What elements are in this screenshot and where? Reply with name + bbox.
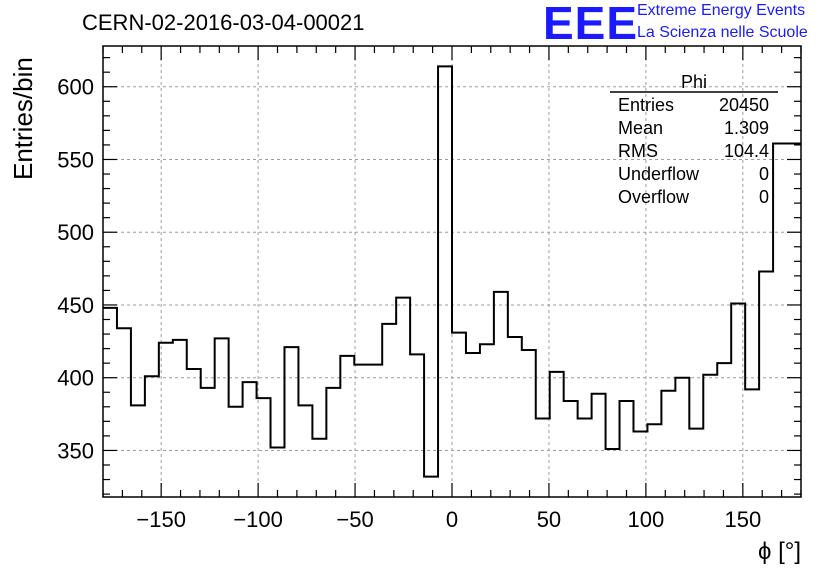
y-axis-label: Entries/bin — [8, 57, 38, 180]
logo-tagline-2: La Scienza nelle Scuole — [637, 24, 808, 41]
stats-value: 0 — [759, 164, 769, 184]
x-axis-label: ϕ [°] — [758, 538, 801, 565]
x-tick-label: 150 — [724, 507, 761, 532]
stats-name: Phi — [681, 72, 707, 92]
stats-value: 1.309 — [724, 118, 769, 138]
x-tick-label: −100 — [233, 507, 283, 532]
y-tick-label: 400 — [57, 366, 94, 391]
x-tick-label: 100 — [628, 507, 665, 532]
stats-box: Phi Entries 20450 Mean 1.309 RMS 104.4 U… — [610, 72, 778, 207]
y-tick-label: 550 — [57, 147, 94, 172]
stats-row-overflow: Overflow 0 — [618, 187, 769, 207]
x-tick-labels: −150 −100 −50 0 50 100 150 — [136, 507, 761, 532]
x-tick-label: 0 — [446, 507, 458, 532]
stats-value: 20450 — [719, 95, 769, 115]
stats-label: RMS — [618, 141, 658, 161]
stats-label: Underflow — [618, 164, 700, 184]
histogram-step-line — [103, 65, 801, 478]
x-tick-label: −150 — [136, 507, 186, 532]
axis-ticks — [102, 46, 802, 497]
y-tick-label: 450 — [57, 293, 94, 318]
y-tick-label: 350 — [57, 438, 94, 463]
stats-value: 104.4 — [724, 141, 769, 161]
y-tick-labels: 350 400 450 500 550 600 — [57, 75, 94, 464]
logo-tagline-1: Extreme Energy Events — [637, 2, 806, 19]
stats-row-underflow: Underflow 0 — [618, 164, 769, 184]
stats-label: Entries — [618, 95, 674, 115]
stats-value: 0 — [759, 187, 769, 207]
run-title: CERN-02-2016-03-04-00021 — [82, 10, 365, 35]
x-tick-label: 50 — [537, 507, 561, 532]
stats-label: Overflow — [618, 187, 690, 207]
stats-row-entries: Entries 20450 — [618, 95, 769, 115]
x-tick-label: −50 — [336, 507, 373, 532]
y-tick-label: 600 — [57, 75, 94, 100]
stats-label: Mean — [618, 118, 663, 138]
stats-row-mean: Mean 1.309 — [618, 118, 769, 138]
y-tick-label: 500 — [57, 220, 94, 245]
stats-row-rms: RMS 104.4 — [618, 141, 769, 161]
eee-logo: EEE — [543, 0, 639, 49]
